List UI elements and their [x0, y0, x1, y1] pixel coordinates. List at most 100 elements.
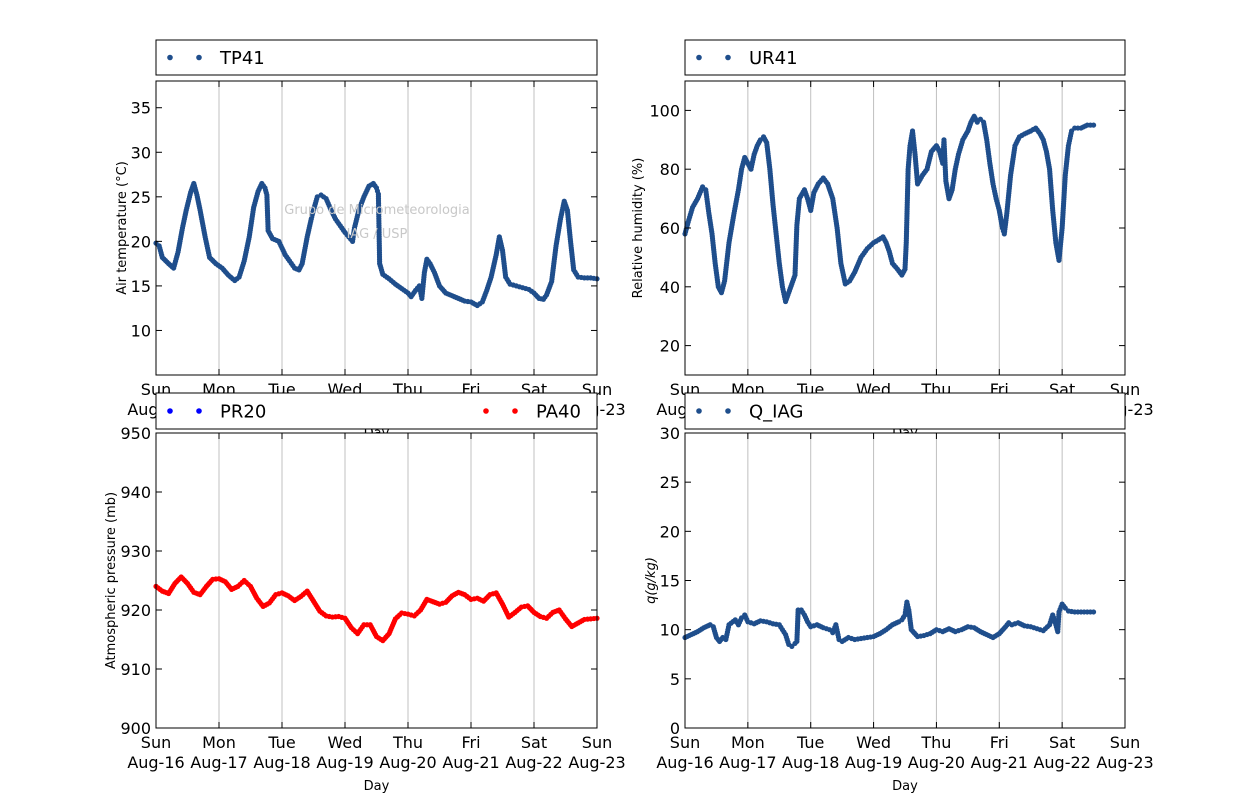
legend-humidity: UR41 — [684, 39, 1126, 76]
x-tick-label-date: Aug-20 — [379, 753, 436, 772]
y-tick-label: 80 — [660, 160, 680, 179]
x-tick-label-day: Sun — [582, 733, 612, 752]
x-tick-label-day: Wed — [856, 733, 891, 752]
y-tick-label: 10 — [660, 621, 680, 640]
x-tick-label-date: Aug-22 — [505, 753, 562, 772]
legend-marker — [725, 54, 731, 61]
plot-frame — [155, 432, 598, 729]
y-axis-label: q(g/kg) — [644, 557, 659, 604]
legend-pressure: PR20 PA40 — [155, 392, 598, 430]
x-tick-label-date: Aug-18 — [782, 753, 839, 772]
chart-pressure: 900910920930940950SunAug-16MonAug-17TueA… — [104, 424, 626, 794]
x-tick-label-day: Thu — [392, 733, 423, 752]
legend-label: UR41 — [749, 48, 798, 69]
y-tick-label: 30 — [660, 424, 680, 443]
y-axis-label: Relative humidity (%) — [631, 158, 646, 299]
x-tick-label-day: Sat — [1049, 733, 1075, 752]
chart-specific-humidity: 051015202530SunAug-16MonAug-17TueAug-18W… — [644, 424, 1154, 794]
y-tick-label: 15 — [660, 572, 680, 591]
series-PA40 — [153, 574, 600, 644]
legend-marker — [696, 54, 702, 61]
y-tick-label: 10 — [131, 321, 151, 340]
series-UR41 — [682, 113, 1097, 305]
y-tick-label: 940 — [120, 483, 151, 502]
x-tick-label-day: Tue — [796, 733, 824, 752]
legend-marker — [725, 408, 731, 414]
x-tick-label-date: Aug-19 — [845, 753, 902, 772]
y-tick-label: 35 — [131, 99, 151, 118]
x-axis-label: Day — [364, 779, 390, 794]
x-tick-label-day: Thu — [920, 733, 951, 752]
x-tick-label-day: Sun — [670, 733, 700, 752]
y-tick-label: 0 — [670, 719, 680, 738]
chart-temp: 101520253035SunAug-16MonAug-17TueAug-18W… — [115, 80, 626, 441]
y-axis-label: Air temperature (°C) — [115, 161, 130, 295]
legend-box — [684, 39, 1126, 76]
x-tick-label-day: Fri — [990, 733, 1009, 752]
y-tick-label: 20 — [660, 337, 680, 356]
legend-marker — [696, 408, 702, 414]
y-tick-label: 910 — [120, 660, 151, 679]
x-tick-label-day: Fri — [461, 733, 480, 752]
y-tick-label: 20 — [660, 522, 680, 541]
legend-box — [684, 392, 1126, 430]
y-tick-label: 920 — [120, 601, 151, 620]
series-Q_IAG — [682, 599, 1097, 649]
x-tick-label-date: Aug-16 — [127, 753, 184, 772]
y-tick-label: 25 — [660, 473, 680, 492]
x-tick-label-date: Aug-20 — [908, 753, 965, 772]
x-tick-label-date: Aug-17 — [190, 753, 247, 772]
legend-marker — [483, 408, 489, 414]
x-tick-label-date: Aug-18 — [253, 753, 310, 772]
legend-marker — [167, 408, 173, 414]
y-tick-label: 100 — [649, 101, 680, 120]
legend-box — [155, 392, 598, 430]
y-tick-label: 15 — [131, 277, 151, 296]
plot-frame — [155, 80, 598, 376]
x-tick-label-day: Tue — [267, 733, 295, 752]
x-tick-label-day: Mon — [731, 733, 765, 752]
x-tick-label-day: Sun — [1110, 733, 1140, 752]
x-tick-label-day: Wed — [328, 733, 363, 752]
legend-label: PR20 — [220, 402, 266, 423]
legend-marker — [196, 54, 202, 61]
x-tick-label-day: Sat — [521, 733, 547, 752]
y-tick-label: 20 — [131, 232, 151, 251]
y-tick-label: 930 — [120, 542, 151, 561]
y-tick-label: 5 — [670, 670, 680, 689]
plot-area — [685, 433, 1125, 728]
chart-humidity: 20406080100SunAug-16MonAug-17TueAug-18We… — [631, 80, 1154, 441]
legend-specific-humidity: Q_IAG — [684, 392, 1126, 430]
x-tick-label-date: Aug-23 — [568, 753, 625, 772]
x-tick-label-date: Aug-16 — [656, 753, 713, 772]
y-axis-label: Atmospheric pressure (mb) — [104, 492, 119, 669]
y-tick-label: 30 — [131, 143, 151, 162]
y-tick-label: 950 — [120, 424, 151, 443]
plot-area — [156, 433, 597, 728]
x-axis-label: Day — [892, 779, 918, 794]
y-tick-label: 40 — [660, 278, 680, 297]
legend-label: TP41 — [219, 48, 265, 69]
y-tick-label: 25 — [131, 188, 151, 207]
legend-label: PA40 — [536, 402, 581, 423]
series-TP41 — [153, 180, 600, 309]
x-tick-label-day: Sun — [141, 733, 171, 752]
y-tick-label: 900 — [120, 719, 151, 738]
y-tick-label: 60 — [660, 219, 680, 238]
legend-temp: TP41 — [155, 39, 598, 76]
x-tick-label-date: Aug-19 — [316, 753, 373, 772]
watermark-line1: Grupo de Micrometeorologia — [284, 203, 470, 218]
legend-box — [155, 39, 598, 76]
data-point — [1090, 122, 1097, 128]
legend-marker — [512, 408, 518, 414]
x-tick-label-date: Aug-23 — [1096, 753, 1153, 772]
x-tick-label-date: Aug-21 — [971, 753, 1028, 772]
x-tick-label-date: Aug-17 — [719, 753, 776, 772]
legend-marker — [167, 54, 173, 61]
data-point — [1090, 609, 1097, 615]
x-tick-label-date: Aug-21 — [442, 753, 499, 772]
legend-label: Q_IAG — [749, 402, 803, 423]
legend-marker — [196, 408, 202, 414]
x-tick-label-day: Mon — [202, 733, 236, 752]
